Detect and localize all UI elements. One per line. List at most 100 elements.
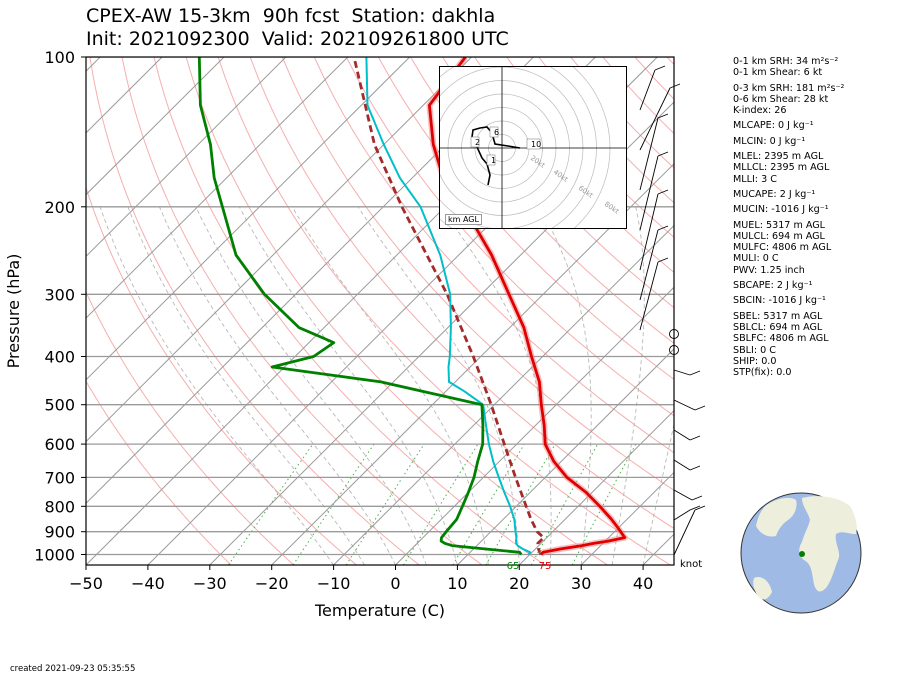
dry-adiabat [89,57,420,565]
y-tick-label: 900 [44,523,75,542]
hodograph-height-label: 6 [494,128,499,137]
mixing-ratio-line [403,443,479,565]
globe-land-south-america [753,576,772,600]
plot-frame [85,56,675,566]
wind-units-label: knot [680,559,703,570]
wind-barb [639,261,659,331]
moist-adiabat [238,206,458,565]
x-tick-label: 40 [633,574,653,593]
wetbulb-line [365,57,532,556]
index-line: MUCAPE: 2 J kg⁻¹ [733,188,816,200]
index-line: MLLCL: 2395 m AGL [733,162,830,174]
dry-adiabat [410,57,674,344]
hodograph-inset: 20kt 40kt 60kt 80kt 1 2 6 10 km AGL [439,66,627,229]
isotherm [457,348,674,565]
y-tick-label: 700 [44,468,75,487]
x-tick-label: −20 [255,574,289,593]
calm-wind-marker [669,329,679,339]
isotherm [86,57,225,196]
wind-barb-flag [657,113,669,119]
index-line: MLLI: 3 C [733,173,777,185]
wind-barb-flag [657,225,669,231]
index-line: SBCIN: -1016 J kg⁻¹ [733,295,826,307]
isotherm [395,286,674,565]
wind-barb [639,87,671,151]
index-line: SHIP: 0.0 [733,355,777,367]
mixing-ratio-line [227,443,314,565]
globe-land-americas [756,497,797,537]
wind-barb-flag [669,83,681,89]
wind-barb [639,229,659,301]
isotherm [209,101,674,565]
x-tick-label: −30 [193,574,227,593]
index-line: SBEL: 5317 m AGL [733,310,823,322]
wind-barb [673,399,696,411]
wind-barb-flag [689,370,701,376]
wind-barb [673,509,691,521]
mixing-ratio-line [345,443,425,565]
y-axis-label: Pressure (hPa) [4,254,23,369]
dry-adiabat [281,57,674,491]
dry-adiabat [86,186,357,565]
dry-adiabat [377,57,674,380]
index-line: MULCL: 694 m AGL [733,230,825,242]
wind-barb [639,193,659,271]
moist-adiabat [357,206,520,565]
wind-barb-flag [657,151,669,157]
isotherm [86,57,349,319]
x-tick-label: 30 [571,574,591,593]
hodograph-height-label: 1 [491,156,496,165]
y-tick-label: 600 [44,435,75,454]
x-tick-label: −10 [317,574,351,593]
index-line: 0-1 km SRH: 34 m²s⁻² [733,56,839,67]
index-line: SBLFC: 4806 m AGL [733,333,829,345]
isotherm [86,57,472,443]
wind-barb-flag [689,505,701,511]
wind-barb [639,69,656,111]
hodograph-height-box [489,126,499,138]
dry-adiabat [442,57,674,309]
y-tick-label: 100 [44,48,75,67]
isotherm [518,409,674,565]
wind-barb-flag [691,495,703,501]
wind-barb [639,117,659,191]
index-line: 0-6 km Shear: 28 kt [733,93,829,105]
dry-adiabat [185,57,608,565]
index-line: MLCIN: 0 J kg⁻¹ [733,135,806,147]
index-line: MULI: 0 C [733,253,779,265]
wind-barb-flag [657,257,669,263]
dewpoint-line [197,57,523,556]
index-line: MUEL: 5317 m AGL [733,219,826,231]
globe-land-africa-europe [799,496,857,592]
hodograph-height-box [486,154,496,166]
mixing-ratio-line [292,443,375,565]
dry-adiabat [86,290,295,565]
wind-barb-flag [654,65,666,71]
calm-wind-marker [669,345,679,355]
chart-subtitle: Init: 2021092300 Valid: 202109261800 UTC [86,28,509,50]
wind-barb [673,509,696,556]
index-line: SBLCL: 694 m AGL [733,321,823,333]
hodograph-ring-label: 60kt [577,184,595,200]
index-line: SBCAPE: 2 J kg⁻¹ [733,280,813,292]
x-tick-label: 20 [509,574,529,593]
index-line: K-index: 26 [733,105,787,117]
index-line: MLEL: 2395 m AGL [733,151,824,163]
isotherm [86,57,411,381]
y-tick-label: 800 [44,497,75,516]
index-line: PWV: 1.25 inch [733,264,805,276]
wind-barbs [639,65,706,556]
hodograph-height-label: 2 [475,138,480,147]
index-line: 0-3 km SRH: 181 m²s⁻² [733,82,845,94]
wind-barb [673,489,693,501]
moist-adiabat [611,206,645,565]
y-tick-label: 500 [44,396,75,415]
surface-dewpoint-f: 65 [507,561,520,572]
isotherm [333,224,674,565]
x-tick-label: −40 [131,574,165,593]
wind-barb-flag [689,435,701,441]
y-tick-label: 400 [44,348,75,367]
y-tick-label: 300 [44,285,75,304]
